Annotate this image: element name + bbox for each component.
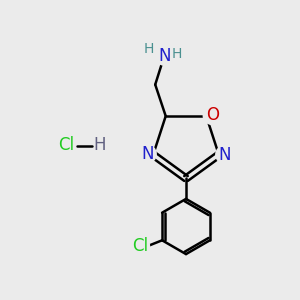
Text: N: N [141,145,153,163]
Circle shape [216,146,234,164]
Text: N: N [158,47,170,65]
Text: O: O [206,106,219,124]
Circle shape [138,145,156,163]
Text: H: H [172,47,182,61]
Text: H: H [143,43,154,56]
Circle shape [131,237,149,255]
Text: N: N [219,146,231,164]
Text: Cl: Cl [58,136,74,154]
Circle shape [203,106,221,124]
Text: H: H [93,136,106,154]
Circle shape [155,47,173,65]
Text: Cl: Cl [132,237,148,255]
